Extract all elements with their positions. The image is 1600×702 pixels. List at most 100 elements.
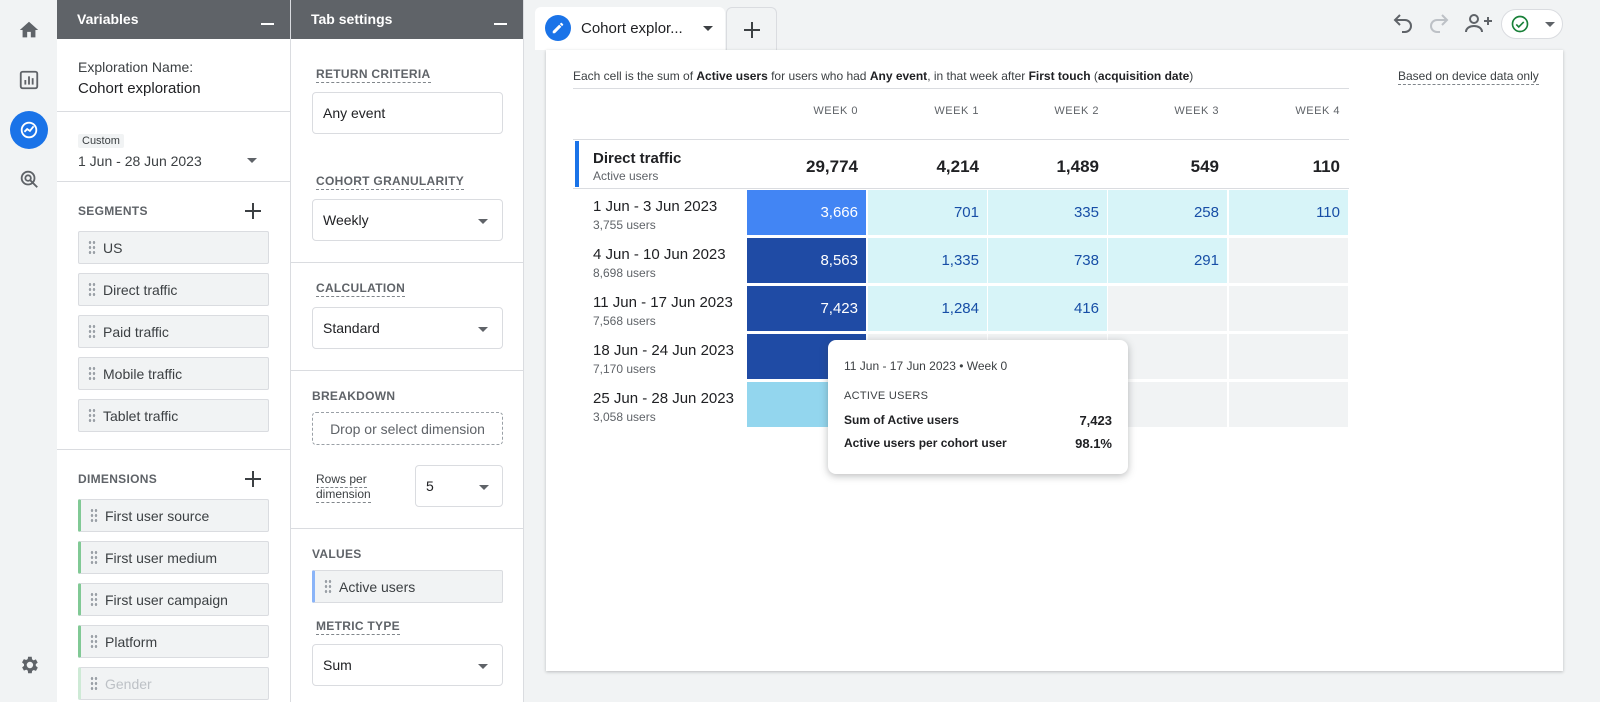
metric-type-select[interactable]: Sum (312, 644, 503, 686)
drag-handle-icon[interactable] (90, 591, 98, 608)
week-header: WEEK 2 (1054, 105, 1099, 117)
breakdown-drop-zone[interactable]: Drop or select dimension (312, 412, 503, 445)
cohort-cell[interactable]: 3,666 (747, 190, 866, 235)
minimize-variables-icon[interactable] (261, 23, 274, 25)
drag-handle-icon[interactable] (324, 578, 332, 595)
cohort-cell[interactable]: 335 (988, 190, 1107, 235)
divider (57, 181, 290, 182)
metric-type-label: METRIC TYPE (316, 619, 400, 635)
drag-handle-icon[interactable] (90, 633, 98, 650)
chevron-down-icon (478, 327, 488, 332)
cohort-cell[interactable]: 738 (988, 238, 1107, 283)
reports-icon[interactable] (10, 61, 48, 99)
cohort-cell[interactable]: 110 (1229, 190, 1348, 235)
undo-icon[interactable] (1391, 11, 1415, 35)
cohort-cell[interactable]: 7,423 (747, 286, 866, 331)
dimension-label: First user medium (105, 549, 218, 566)
cohort-cell[interactable] (1229, 238, 1348, 283)
exploration-name[interactable]: Cohort exploration (78, 80, 201, 97)
cohort-granularity-select[interactable]: Weekly (312, 199, 503, 241)
advertising-icon[interactable] (10, 160, 48, 198)
segment-label: Tablet traffic (103, 407, 179, 424)
add-tab-button[interactable] (726, 7, 777, 50)
calculation-select[interactable]: Standard (312, 307, 503, 349)
cohort-cell[interactable]: 258 (1108, 190, 1227, 235)
status-pill[interactable] (1501, 9, 1563, 39)
share-user-icon[interactable] (1464, 11, 1494, 35)
nav-rail (0, 0, 57, 702)
week-header: WEEK 3 (1174, 105, 1219, 117)
divider (291, 528, 523, 529)
values-label: VALUES (312, 547, 362, 561)
drag-handle-icon[interactable] (88, 323, 96, 340)
redo-icon[interactable] (1427, 11, 1451, 35)
cohort-granularity-label: COHORT GRANULARITY (316, 174, 465, 190)
dimension-chip[interactable]: First user medium (78, 541, 269, 574)
date-range[interactable]: 1 Jun - 28 Jun 2023 (78, 153, 202, 169)
drag-handle-icon[interactable] (90, 507, 98, 524)
chevron-down-icon (478, 664, 488, 669)
device-data-note[interactable]: Based on device data only (1398, 69, 1539, 85)
cohort-cell[interactable]: 1,284 (868, 286, 987, 331)
cohort-cell[interactable]: 291 (1108, 238, 1227, 283)
dimension-chip[interactable]: First user campaign (78, 583, 269, 616)
cohort-cell[interactable] (1108, 286, 1227, 331)
drag-handle-icon[interactable] (88, 365, 96, 382)
add-segment-icon[interactable] (245, 203, 261, 219)
segment-chip[interactable]: US (78, 231, 269, 264)
cohort-row-label: 25 Jun - 28 Jun 2023 (593, 390, 734, 407)
week-header: WEEK 0 (813, 105, 858, 117)
segment-label: US (103, 239, 123, 256)
tab-cohort-exploration[interactable]: Cohort explor... (535, 7, 725, 50)
cohort-cell[interactable]: 1,335 (868, 238, 987, 283)
drag-handle-icon[interactable] (88, 239, 96, 256)
cohort-row-label: 4 Jun - 10 Jun 2023 (593, 246, 726, 263)
segments-title: SEGMENTS (78, 204, 148, 218)
cohort-cell[interactable] (1229, 286, 1348, 331)
tooltip-label: Sum of Active users (844, 413, 959, 427)
cohort-cell[interactable]: 701 (868, 190, 987, 235)
segment-chip[interactable]: Paid traffic (78, 315, 269, 348)
tooltip-header: 11 Jun - 17 Jun 2023 • Week 0 (844, 359, 1008, 373)
drag-handle-icon[interactable] (90, 549, 98, 566)
settings-icon[interactable] (10, 646, 48, 684)
home-icon[interactable] (10, 11, 48, 49)
segment-label: Mobile traffic (103, 365, 183, 382)
dimension-chip[interactable]: First user source (78, 499, 269, 532)
cohort-cell[interactable]: 8,563 (747, 238, 866, 283)
value-label: Active users (339, 578, 416, 595)
tab-settings-panel: Tab settings RETURN CRITERIA Any event C… (291, 0, 524, 702)
tooltip-section: ACTIVE USERS (844, 390, 929, 402)
dimension-chip[interactable]: Platform (78, 625, 269, 658)
drag-handle-icon[interactable] (88, 407, 96, 424)
explore-icon[interactable] (10, 111, 48, 149)
minimize-tab-settings-icon[interactable] (494, 23, 507, 25)
return-criteria-field[interactable]: Any event (312, 92, 503, 134)
cell-tooltip: 11 Jun - 17 Jun 2023 • Week 0 ACTIVE USE… (828, 340, 1128, 474)
cohort-cell[interactable]: 416 (988, 286, 1107, 331)
pencil-icon[interactable] (545, 15, 571, 41)
chevron-down-icon (1545, 22, 1555, 27)
chevron-down-icon (479, 485, 489, 490)
cohort-description: Each cell is the sum of Active users for… (573, 69, 1194, 83)
value-chip[interactable]: Active users (312, 570, 503, 603)
calculation-label: CALCULATION (316, 281, 406, 297)
dimension-label: First user source (105, 507, 210, 524)
segment-chip[interactable]: Tablet traffic (78, 399, 269, 432)
variables-title: Variables (77, 11, 139, 27)
drag-handle-icon[interactable] (88, 281, 96, 298)
divider (291, 370, 523, 371)
add-dimension-icon[interactable] (245, 471, 261, 487)
rows-per-dimension-select[interactable]: 5 (415, 465, 503, 507)
drag-handle-icon[interactable] (90, 675, 98, 692)
total-cell: 4,214 (936, 157, 979, 176)
dimension-chip[interactable]: Gender (78, 667, 269, 700)
segment-chip[interactable]: Mobile traffic (78, 357, 269, 390)
total-row-sub: Active users (593, 169, 659, 183)
cohort-cell[interactable] (1229, 382, 1348, 427)
date-dropdown-icon[interactable] (247, 158, 257, 163)
tab-menu-icon[interactable] (703, 26, 713, 31)
cohort-cell[interactable] (1229, 334, 1348, 379)
week-header: WEEK 4 (1295, 105, 1340, 117)
segment-chip[interactable]: Direct traffic (78, 273, 269, 306)
